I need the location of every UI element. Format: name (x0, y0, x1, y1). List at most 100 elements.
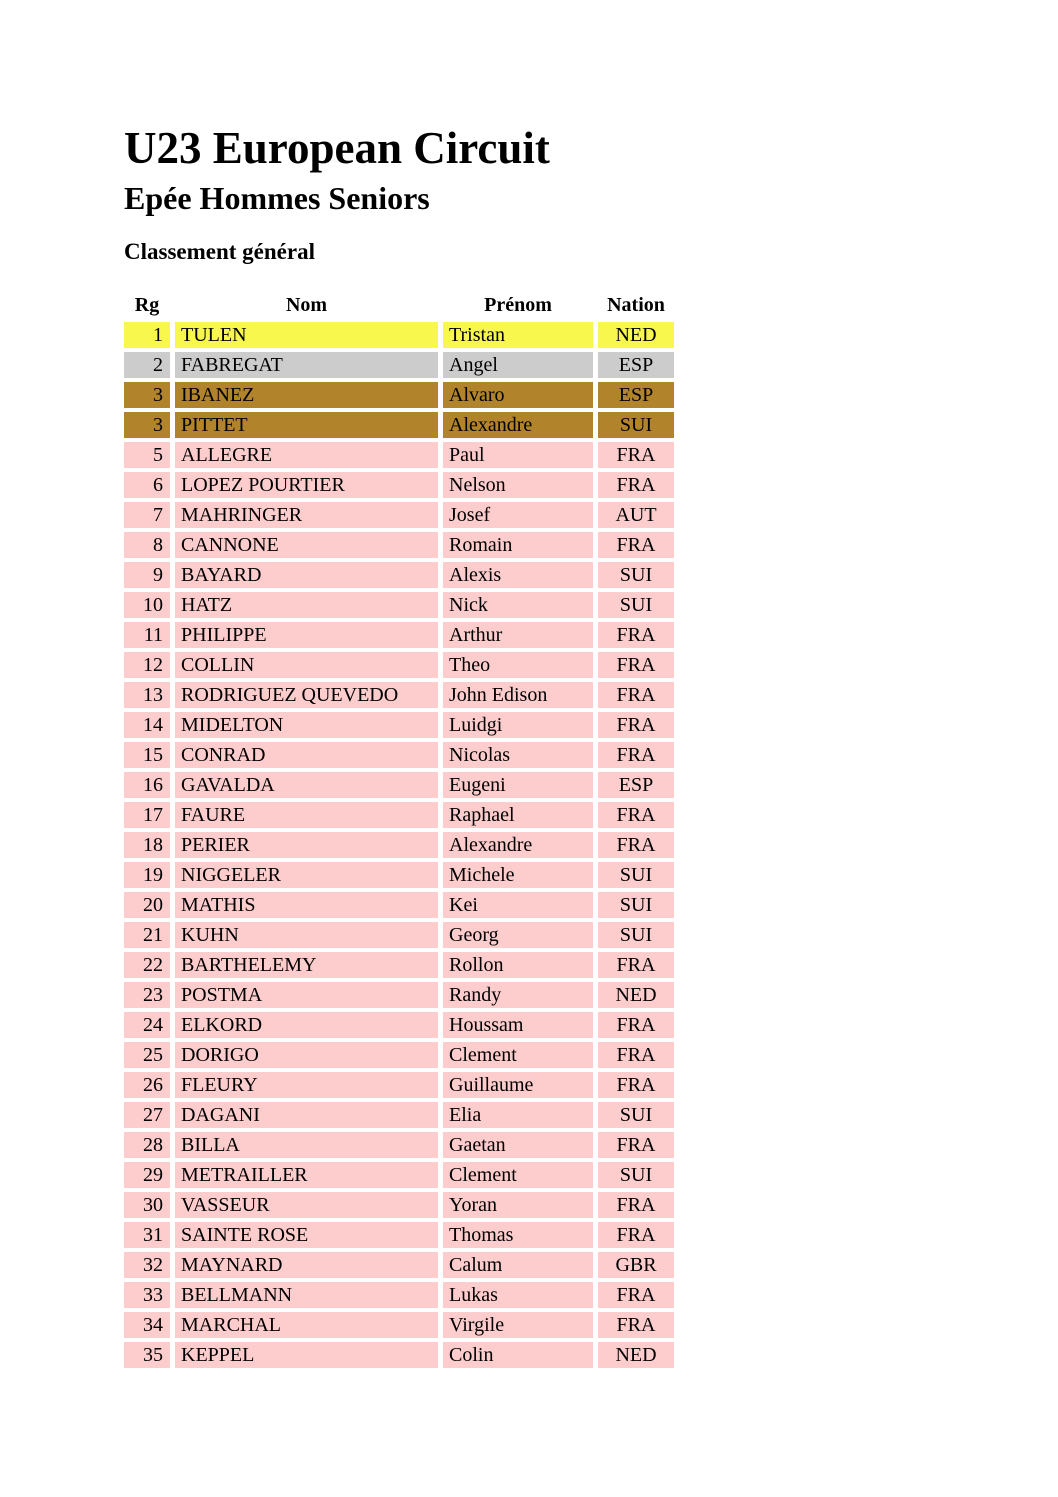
nation-cell: SUI (619, 864, 653, 886)
table-row: 25 DORIGO Clement FRA (124, 1042, 674, 1068)
nation-cell: ESP (618, 354, 654, 376)
name-cell: KEPPEL (181, 1344, 255, 1366)
rank-cell: 5 (153, 444, 163, 466)
rank-cell: 11 (143, 624, 163, 646)
nation-cell: FRA (616, 1224, 656, 1246)
nation-cell: FRA (616, 804, 656, 826)
rank-cell: 24 (143, 1014, 163, 1036)
table-row: 6 LOPEZ POURTIER Nelson FRA (124, 472, 674, 498)
firstname-cell: Nicolas (449, 744, 511, 766)
name-cell: POSTMA (181, 984, 263, 1006)
table-row: 30 VASSEUR Yoran FRA (124, 1192, 674, 1218)
rank-cell: 25 (143, 1044, 163, 1066)
table-row: 32 MAYNARD Calum GBR (124, 1252, 674, 1278)
rank-cell: 12 (143, 654, 163, 676)
firstname-cell: Georg (449, 924, 499, 946)
name-cell: CONRAD (181, 744, 266, 766)
nation-cell: FRA (616, 954, 656, 976)
name-cell: SAINTE ROSE (181, 1224, 309, 1246)
name-cell: TULEN (181, 324, 247, 346)
firstname-cell: Eugeni (449, 774, 506, 796)
firstname-cell: Alexandre (449, 414, 533, 436)
column-header-nation: Nation (607, 294, 665, 316)
table-row: 15 CONRAD Nicolas FRA (124, 742, 674, 768)
rank-cell: 9 (153, 564, 163, 586)
firstname-cell: Kei (449, 894, 478, 916)
table-row: 26 FLEURY Guillaume FRA (124, 1072, 674, 1098)
nation-cell: SUI (619, 894, 653, 916)
firstname-cell: Nick (449, 594, 488, 616)
nation-cell: FRA (616, 624, 656, 646)
nation-cell: NED (615, 324, 657, 346)
firstname-cell: Alexandre (449, 834, 533, 856)
name-cell: DAGANI (181, 1104, 260, 1126)
table-row: 35 KEPPEL Colin NED (124, 1342, 674, 1368)
firstname-cell: Raphael (449, 804, 515, 826)
rank-cell: 2 (153, 354, 163, 376)
table-row: 10 HATZ Nick SUI (124, 592, 674, 618)
name-cell: IBANEZ (181, 384, 255, 406)
rank-cell: 26 (143, 1074, 163, 1096)
name-cell: BARTHELEMY (181, 954, 317, 976)
rank-cell: 6 (153, 474, 163, 496)
table-row: 27 DAGANI Elia SUI (124, 1102, 674, 1128)
nation-cell: NED (615, 984, 657, 1006)
firstname-cell: Alexis (449, 564, 502, 586)
nation-cell: FRA (616, 1314, 656, 1336)
name-cell: RODRIGUEZ QUEVEDO (181, 684, 399, 706)
table-row: 5 ALLEGRE Paul FRA (124, 442, 674, 468)
firstname-cell: Michele (449, 864, 515, 886)
nation-cell: FRA (616, 474, 656, 496)
name-cell: MARCHAL (181, 1314, 282, 1336)
nation-cell: ESP (618, 384, 654, 406)
table-row: 1 TULEN Tristan NED (124, 322, 674, 348)
nation-cell: FRA (616, 444, 656, 466)
rank-cell: 33 (143, 1284, 163, 1306)
rank-cell: 35 (143, 1344, 163, 1366)
nation-cell: SUI (619, 1104, 653, 1126)
nation-cell: FRA (616, 744, 656, 766)
name-cell: MIDELTON (181, 714, 284, 736)
firstname-cell: Alvaro (449, 384, 505, 406)
rank-cell: 14 (143, 714, 163, 736)
rank-cell: 18 (143, 834, 163, 856)
firstname-cell: Nelson (449, 474, 506, 496)
firstname-cell: Houssam (449, 1014, 524, 1036)
rank-cell: 31 (143, 1224, 163, 1246)
table-row: 12 COLLIN Theo FRA (124, 652, 674, 678)
nation-cell: ESP (618, 774, 654, 796)
nation-cell: FRA (616, 684, 656, 706)
name-cell: PITTET (181, 414, 248, 436)
page-subtitle: Epée Hommes Seniors (124, 180, 430, 216)
firstname-cell: Guillaume (449, 1074, 534, 1096)
nation-cell: SUI (619, 414, 653, 436)
table-row: 3 PITTET Alexandre SUI (124, 412, 674, 438)
firstname-cell: Josef (449, 504, 491, 526)
section-heading: Classement général (124, 239, 315, 264)
table-row: 16 GAVALDA Eugeni ESP (124, 772, 674, 798)
name-cell: PHILIPPE (181, 624, 267, 646)
firstname-cell: Clement (449, 1164, 517, 1186)
rank-cell: 23 (143, 984, 163, 1006)
table-row: 24 ELKORD Houssam FRA (124, 1012, 674, 1038)
firstname-cell: Virgile (449, 1314, 505, 1336)
firstname-cell: Angel (449, 354, 498, 376)
rank-cell: 7 (153, 504, 163, 526)
name-cell: MATHIS (181, 894, 256, 916)
rank-cell: 15 (143, 744, 163, 766)
name-cell: GAVALDA (181, 774, 275, 796)
ranking-table: Rg Nom Prénom Nation 1 TULEN Tristan NED 2 FA… (119, 288, 679, 1372)
rank-cell: 13 (143, 684, 163, 706)
rank-cell: 17 (143, 804, 163, 826)
table-row: 29 METRAILLER Clement SUI (124, 1162, 674, 1188)
firstname-cell: Tristan (449, 324, 505, 346)
firstname-cell: John Edison (449, 684, 548, 706)
name-cell: MAHRINGER (181, 504, 303, 526)
header-row: Rg Nom Prénom Nation (124, 292, 674, 318)
firstname-cell: Paul (449, 444, 485, 466)
nation-cell: SUI (619, 1164, 653, 1186)
table-row: 31 SAINTE ROSE Thomas FRA (124, 1222, 674, 1248)
column-header-rank: Rg (134, 294, 160, 316)
firstname-cell: Arthur (449, 624, 503, 646)
